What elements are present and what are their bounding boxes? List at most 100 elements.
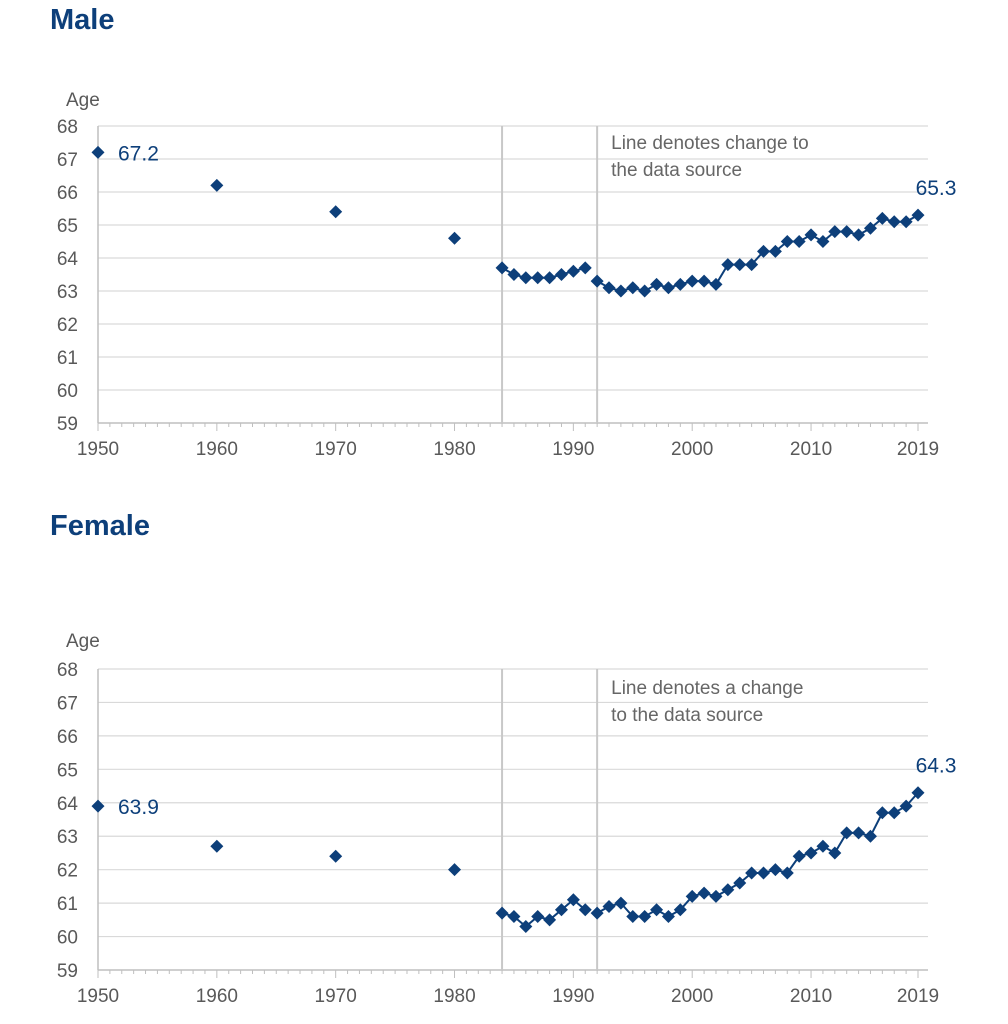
data-point <box>721 258 735 272</box>
data-point <box>602 281 616 295</box>
data-point <box>816 235 830 248</box>
data-point <box>566 264 580 278</box>
y-tick-label: 68 <box>57 660 78 681</box>
data-label: 67.2 <box>118 142 159 165</box>
data-point <box>840 225 854 239</box>
x-tick-label: 1980 <box>433 986 475 1007</box>
data-point <box>863 829 877 843</box>
data-point <box>804 846 818 860</box>
y-tick-label: 68 <box>57 117 78 138</box>
x-tick-label: 2010 <box>790 439 832 460</box>
data-point <box>650 277 664 291</box>
data-point <box>780 235 794 248</box>
x-tick-label: 1990 <box>552 986 594 1007</box>
x-tick-label: 1960 <box>196 439 238 460</box>
data-point <box>543 271 557 285</box>
y-tick-label: 67 <box>57 693 78 714</box>
data-point <box>792 849 806 863</box>
y-tick-label: 63 <box>57 827 78 848</box>
data-point <box>828 846 842 860</box>
data-point <box>578 261 592 275</box>
data-point <box>566 893 580 907</box>
y-tick-label: 61 <box>57 348 78 369</box>
data-point <box>626 909 640 923</box>
x-tick-label: 1970 <box>315 986 357 1007</box>
y-tick-label: 59 <box>57 414 78 435</box>
data-point <box>329 205 343 219</box>
y-tick-label: 65 <box>57 760 78 781</box>
data-point <box>614 896 628 910</box>
data-point <box>745 258 759 272</box>
y-tick-label: 62 <box>57 315 78 336</box>
x-tick-label: 1970 <box>315 439 357 460</box>
data-point <box>554 268 568 281</box>
annotation-line: the data source <box>611 160 742 181</box>
y-tick-label: 59 <box>57 961 78 982</box>
y-axis-label: Age <box>66 631 100 652</box>
y-tick-label: 63 <box>57 282 78 303</box>
data-point <box>329 849 343 863</box>
data-point <box>745 866 759 880</box>
data-point <box>495 906 509 920</box>
data-point <box>661 281 675 295</box>
series-line <box>596 792 919 918</box>
data-point <box>709 277 723 291</box>
data-point <box>911 208 925 222</box>
x-tick-label: 1980 <box>433 439 475 460</box>
data-point <box>733 258 747 272</box>
data-point <box>875 806 889 820</box>
data-point <box>210 839 224 853</box>
y-tick-label: 60 <box>57 381 78 402</box>
data-point <box>887 215 901 229</box>
data-point <box>673 277 687 291</box>
data-point <box>804 228 818 242</box>
y-axis-label: Age <box>66 90 100 111</box>
data-point <box>448 863 462 877</box>
data-point <box>543 913 557 927</box>
chart-title-female: Female <box>50 510 150 542</box>
annotation-text: Line denotes change to the data source <box>611 133 809 181</box>
data-point <box>210 178 224 192</box>
data-point <box>721 883 735 897</box>
data-point <box>661 909 675 923</box>
x-tick-label: 1950 <box>77 986 119 1007</box>
y-tick-label: 67 <box>57 150 78 171</box>
annotation-line: Line denotes a change <box>611 678 803 699</box>
data-label: 63.9 <box>118 796 159 819</box>
data-point <box>863 221 877 235</box>
data-point <box>899 215 913 229</box>
data-point <box>899 799 913 813</box>
data-point <box>697 274 711 288</box>
data-point <box>650 903 664 917</box>
y-tick-label: 65 <box>57 216 78 237</box>
data-point <box>614 284 628 298</box>
y-tick-label: 66 <box>57 727 78 748</box>
data-point <box>448 231 462 245</box>
x-tick-label: 1990 <box>552 439 594 460</box>
x-tick-label: 1950 <box>77 439 119 460</box>
female-chart: 68 67 66 65 64 63 62 61 60 59 Age 1950 1960 1970 1980 1… <box>57 631 957 1007</box>
x-tick-label: 2000 <box>671 986 713 1007</box>
data-point <box>816 839 830 853</box>
x-tick-label: 2019 <box>897 439 939 460</box>
data-point <box>673 903 687 917</box>
data-point <box>887 806 901 820</box>
data-point <box>519 920 533 934</box>
series-line <box>596 214 919 293</box>
data-point <box>685 274 699 288</box>
annotation-line: to the data source <box>611 705 763 726</box>
annotation-text: Line denotes a change to the data source <box>611 678 803 726</box>
data-point <box>531 909 545 923</box>
chart-title-male: Male <box>50 4 115 36</box>
x-tick-label: 2000 <box>671 439 713 460</box>
data-point <box>768 244 782 258</box>
data-point <box>554 903 568 917</box>
data-label: 64.3 <box>916 755 957 778</box>
data-point <box>507 268 521 281</box>
data-point <box>852 228 866 242</box>
data-point <box>697 886 711 900</box>
y-tick-label: 66 <box>57 183 78 204</box>
male-chart: 68 67 66 65 64 63 62 61 60 59 Age 1950 1960 1970 1980 1… <box>57 90 957 460</box>
data-point <box>91 799 105 813</box>
data-label: 65.3 <box>916 177 957 200</box>
